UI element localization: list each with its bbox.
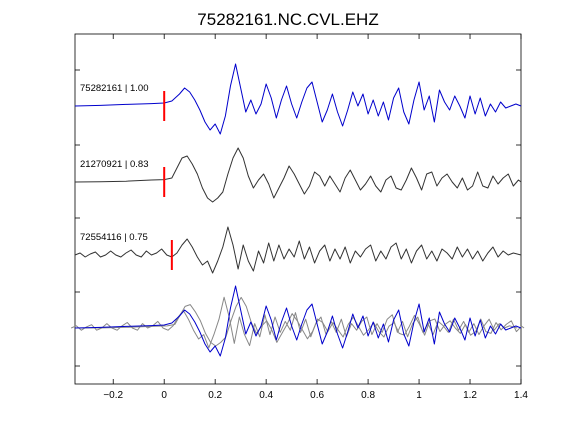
x-tick-label: −0.2 xyxy=(103,390,123,401)
axis-ticks xyxy=(75,34,522,384)
trace-1-label: 21270921 | 0.83 xyxy=(80,159,149,170)
x-tick-label: 1.4 xyxy=(514,390,528,401)
trace-labels: 75282161 | 1.00 21270921 | 0.83 72554116 |… xyxy=(80,83,149,243)
x-tick-label: 0.6 xyxy=(310,390,324,401)
chart-title: 75282161.NC.CVL.EHZ xyxy=(197,10,378,29)
waveform-traces xyxy=(70,63,525,357)
overlay-series-0 xyxy=(74,285,522,357)
plot-frame xyxy=(74,33,522,385)
trace-0-waveform xyxy=(74,63,522,135)
overlay-series-2 xyxy=(70,296,518,349)
trace-2-label: 72554116 | 0.75 xyxy=(80,232,148,243)
x-tick-label: 1 xyxy=(416,390,422,401)
x-tick-label: 0.2 xyxy=(208,390,222,401)
pick-markers xyxy=(163,91,173,270)
trace-2-waveform xyxy=(74,226,522,274)
x-tick-labels: −0.2 0 0.2 0.4 0.6 0.8 1 1.2 1.4 xyxy=(103,390,528,401)
x-tick-label: 1.2 xyxy=(463,390,477,401)
x-tick-label: 0.8 xyxy=(361,390,375,401)
trace-0-label: 75282161 | 1.00 xyxy=(80,83,149,94)
x-tick-label: 0.4 xyxy=(259,390,273,401)
overlay-series-1 xyxy=(78,296,525,347)
trace-1-waveform xyxy=(74,147,522,203)
x-tick-label: 0 xyxy=(161,390,167,401)
